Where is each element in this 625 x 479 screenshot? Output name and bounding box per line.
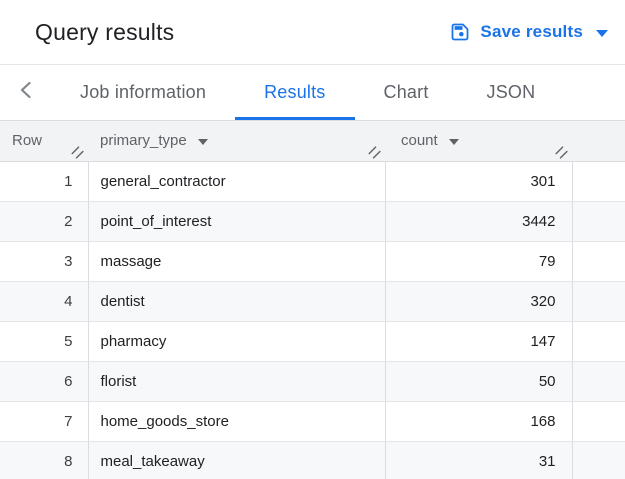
- table-row: 2 point_of_interest 3442: [0, 201, 625, 242]
- column-resize-handle-icon[interactable]: [554, 145, 568, 159]
- cell-filler: [572, 241, 625, 282]
- cell-filler: [572, 361, 625, 402]
- column-header-primary-type: primary_type: [88, 121, 385, 162]
- column-header-row: Row: [0, 121, 88, 162]
- cell-row-number: 6: [0, 361, 89, 402]
- column-menu-caret-icon[interactable]: [448, 138, 459, 145]
- tab-job-information[interactable]: Job information: [51, 65, 235, 120]
- results-tabbar: Job information Results Chart JSON: [0, 65, 625, 121]
- cell-primary-type: dentist: [88, 281, 386, 322]
- column-resize-handle-icon[interactable]: [70, 145, 84, 159]
- save-icon: [450, 22, 470, 42]
- cell-filler: [572, 281, 625, 322]
- cell-row-number: 1: [0, 161, 89, 202]
- tabs-scroll-left-button[interactable]: [0, 65, 51, 120]
- cell-primary-type: massage: [88, 241, 386, 282]
- cell-row-number: 5: [0, 321, 89, 362]
- cell-primary-type: general_contractor: [88, 161, 386, 202]
- cell-primary-type: meal_takeaway: [88, 441, 386, 479]
- cell-row-number: 8: [0, 441, 89, 479]
- cell-row-number: 4: [0, 281, 89, 322]
- tabs: Job information Results Chart JSON: [51, 65, 564, 120]
- table-row: 1 general_contractor 301: [0, 161, 625, 202]
- column-header-count: count: [385, 121, 572, 162]
- chevron-left-icon: [19, 81, 32, 104]
- chevron-down-icon: [596, 30, 608, 37]
- tab-label: Chart: [383, 82, 429, 102]
- cell-primary-type: point_of_interest: [88, 201, 386, 242]
- results-table-body: 1 general_contractor 301 2 point_of_inte…: [0, 161, 625, 479]
- cell-filler: [572, 161, 625, 202]
- table-row: 7 home_goods_store 168: [0, 401, 625, 442]
- cell-count: 79: [385, 241, 573, 282]
- save-results-label: Save results: [480, 22, 583, 41]
- tab-label: Results: [264, 82, 326, 102]
- cell-count: 147: [385, 321, 573, 362]
- cell-count: 3442: [385, 201, 573, 242]
- column-label: count: [401, 132, 438, 150]
- table-row: 5 pharmacy 147: [0, 321, 625, 362]
- cell-primary-type: pharmacy: [88, 321, 386, 362]
- column-resize-handle-icon[interactable]: [367, 145, 381, 159]
- cell-count: 50: [385, 361, 573, 402]
- cell-filler: [572, 321, 625, 362]
- cell-primary-type: home_goods_store: [88, 401, 386, 442]
- table-row: 4 dentist 320: [0, 281, 625, 322]
- results-table-header: Row primary_type: [0, 121, 625, 162]
- tab-label: Job information: [80, 82, 207, 102]
- table-row: 6 florist 50: [0, 361, 625, 402]
- cell-row-number: 3: [0, 241, 89, 282]
- save-results-button[interactable]: Save results: [450, 22, 608, 42]
- cell-primary-type: florist: [88, 361, 386, 402]
- cell-count: 320: [385, 281, 573, 322]
- cell-count: 301: [385, 161, 573, 202]
- page-title: Query results: [35, 18, 175, 45]
- tab-results[interactable]: Results: [235, 65, 355, 120]
- column-label: Row: [12, 132, 43, 150]
- cell-row-number: 2: [0, 201, 89, 242]
- cell-filler: [572, 401, 625, 442]
- cell-row-number: 7: [0, 401, 89, 442]
- cell-count: 168: [385, 401, 573, 442]
- column-header-filler: [572, 121, 625, 162]
- table-row: 3 massage 79: [0, 241, 625, 282]
- cell-filler: [572, 441, 625, 479]
- results-table: Row primary_type: [0, 121, 625, 479]
- table-row: 8 meal_takeaway 31: [0, 441, 625, 479]
- results-header: Query results Save results: [0, 0, 625, 65]
- column-menu-caret-icon[interactable]: [197, 138, 208, 145]
- column-label: primary_type: [100, 132, 187, 150]
- cell-count: 31: [385, 441, 573, 479]
- tab-chart[interactable]: Chart: [355, 65, 458, 120]
- cell-filler: [572, 201, 625, 242]
- tab-label: JSON: [486, 82, 536, 102]
- tab-json[interactable]: JSON: [458, 65, 565, 120]
